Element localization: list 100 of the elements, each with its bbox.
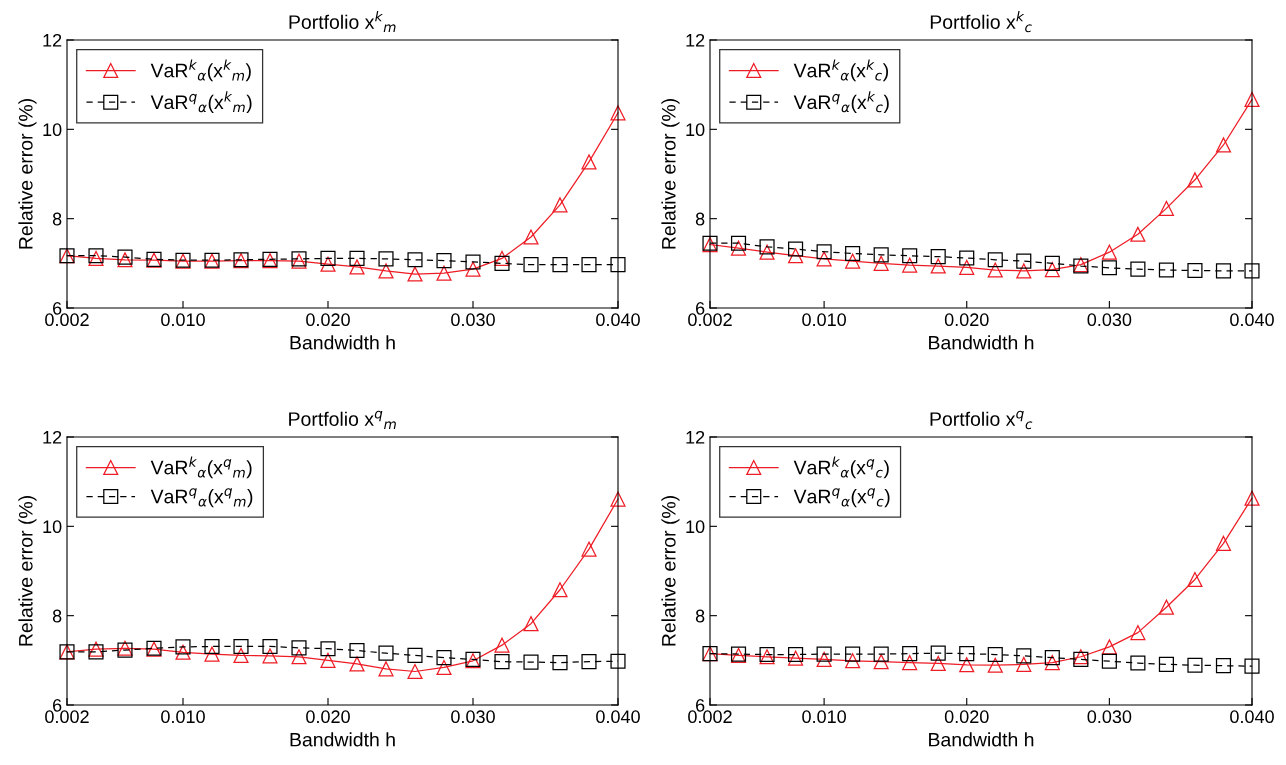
x-tick-label: 0.010 [161, 710, 205, 724]
point [1244, 91, 1260, 107]
x-axis-title: Bandwidth h [929, 732, 1034, 747]
point [1130, 261, 1146, 277]
chart-title: Portfolio x$^{q}$$_{c}$ [930, 410, 1033, 430]
x-tick-label: 0.010 [161, 313, 205, 327]
point [1158, 656, 1174, 672]
point [494, 654, 510, 670]
legend-label: VaR$^{q}$$_{α}$(x$^{k}$$_{c}$) [793, 91, 889, 113]
point [1044, 654, 1060, 671]
y-tick-label: 8 [695, 609, 705, 623]
point [987, 262, 1003, 278]
legend-label: VaR$^{k}$$_{α}$(x$^{q}$$_{m}$) [150, 456, 252, 479]
x-tick-label: 0.030 [1087, 313, 1132, 327]
y-tick-label: 12 [686, 33, 705, 47]
point [552, 582, 568, 598]
point [1044, 650, 1060, 666]
legend-label: VaR$^{q}$$_{α}$(x$^{k}$$_{m}$) [150, 91, 252, 113]
point [407, 266, 423, 282]
x-tick-label: 0.010 [802, 313, 846, 327]
point [175, 644, 191, 660]
x-tick-label: 0.040 [596, 710, 640, 724]
point [1016, 656, 1032, 672]
point [1244, 490, 1260, 506]
x-tick-label: 0.040 [596, 313, 640, 327]
point [552, 257, 568, 273]
y-axis-title: Relative error (%) [661, 99, 680, 249]
y-axis-title: Relative error (%) [18, 496, 37, 646]
y-axis-title: Relative error (%) [661, 496, 680, 646]
y-tick-label: 6 [696, 698, 705, 712]
point [320, 256, 336, 272]
point [1215, 137, 1232, 153]
point [930, 645, 946, 661]
point [759, 244, 775, 260]
point [845, 646, 861, 662]
point [610, 491, 626, 507]
y-tick-label: 6 [53, 698, 62, 712]
point [759, 239, 775, 255]
legend-label: VaR$^{q}$$_{α}$(x$^{q}$$_{c}$) [793, 488, 890, 508]
point [930, 249, 946, 265]
point [465, 261, 481, 277]
y-tick-label: 6 [53, 301, 62, 315]
legend-label: VaR$^{k}$$_{α}$(x$^{k}$$_{m}$) [150, 59, 251, 82]
point [523, 257, 539, 273]
point [465, 254, 481, 270]
x-tick-label: 0.002 [45, 313, 89, 327]
point [987, 252, 1003, 268]
point [730, 240, 747, 256]
point [581, 541, 597, 557]
point [1130, 625, 1146, 641]
x-tick-label: 0.040 [1230, 313, 1274, 327]
point [959, 250, 975, 266]
point [1101, 639, 1117, 655]
point [320, 641, 336, 657]
x-tick-label: 0.002 [45, 710, 89, 724]
point [1187, 172, 1203, 188]
x-axis-title: Bandwidth h [290, 732, 395, 747]
point [1016, 648, 1032, 664]
point [378, 645, 394, 661]
point [378, 251, 394, 267]
point [959, 657, 975, 673]
x-tick-label: 0.002 [688, 710, 732, 724]
point [930, 655, 946, 672]
point [262, 638, 278, 655]
point [1158, 599, 1174, 615]
point [494, 250, 510, 266]
point [816, 646, 832, 662]
point [233, 638, 249, 655]
point [1044, 255, 1060, 271]
point [1158, 200, 1174, 216]
x-axis-title: Bandwidth h [290, 335, 395, 350]
point [873, 247, 889, 263]
y-tick-label: 8 [52, 609, 62, 623]
point [552, 654, 568, 671]
point [610, 105, 626, 121]
x-tick-label: 0.030 [1087, 710, 1132, 724]
point [291, 640, 307, 656]
point [845, 245, 861, 262]
point [407, 647, 423, 663]
point [816, 251, 832, 267]
point [1187, 657, 1203, 673]
y-tick-label: 10 [43, 123, 62, 137]
x-tick-label: 0.010 [802, 710, 846, 724]
point [436, 265, 452, 281]
point [291, 649, 307, 665]
point [845, 253, 861, 269]
point [902, 257, 918, 273]
point [1101, 260, 1117, 276]
point [436, 650, 452, 666]
point [349, 656, 365, 672]
x-tick-label: 0.040 [1230, 710, 1274, 724]
y-tick-label: 8 [52, 212, 62, 226]
point [523, 616, 539, 632]
point [1244, 263, 1260, 279]
point [175, 639, 191, 655]
chart-title: Portfolio x$^{k}$$_{m}$ [289, 11, 396, 32]
point [349, 642, 365, 659]
point [233, 647, 249, 663]
point [523, 229, 539, 245]
point [816, 244, 832, 260]
